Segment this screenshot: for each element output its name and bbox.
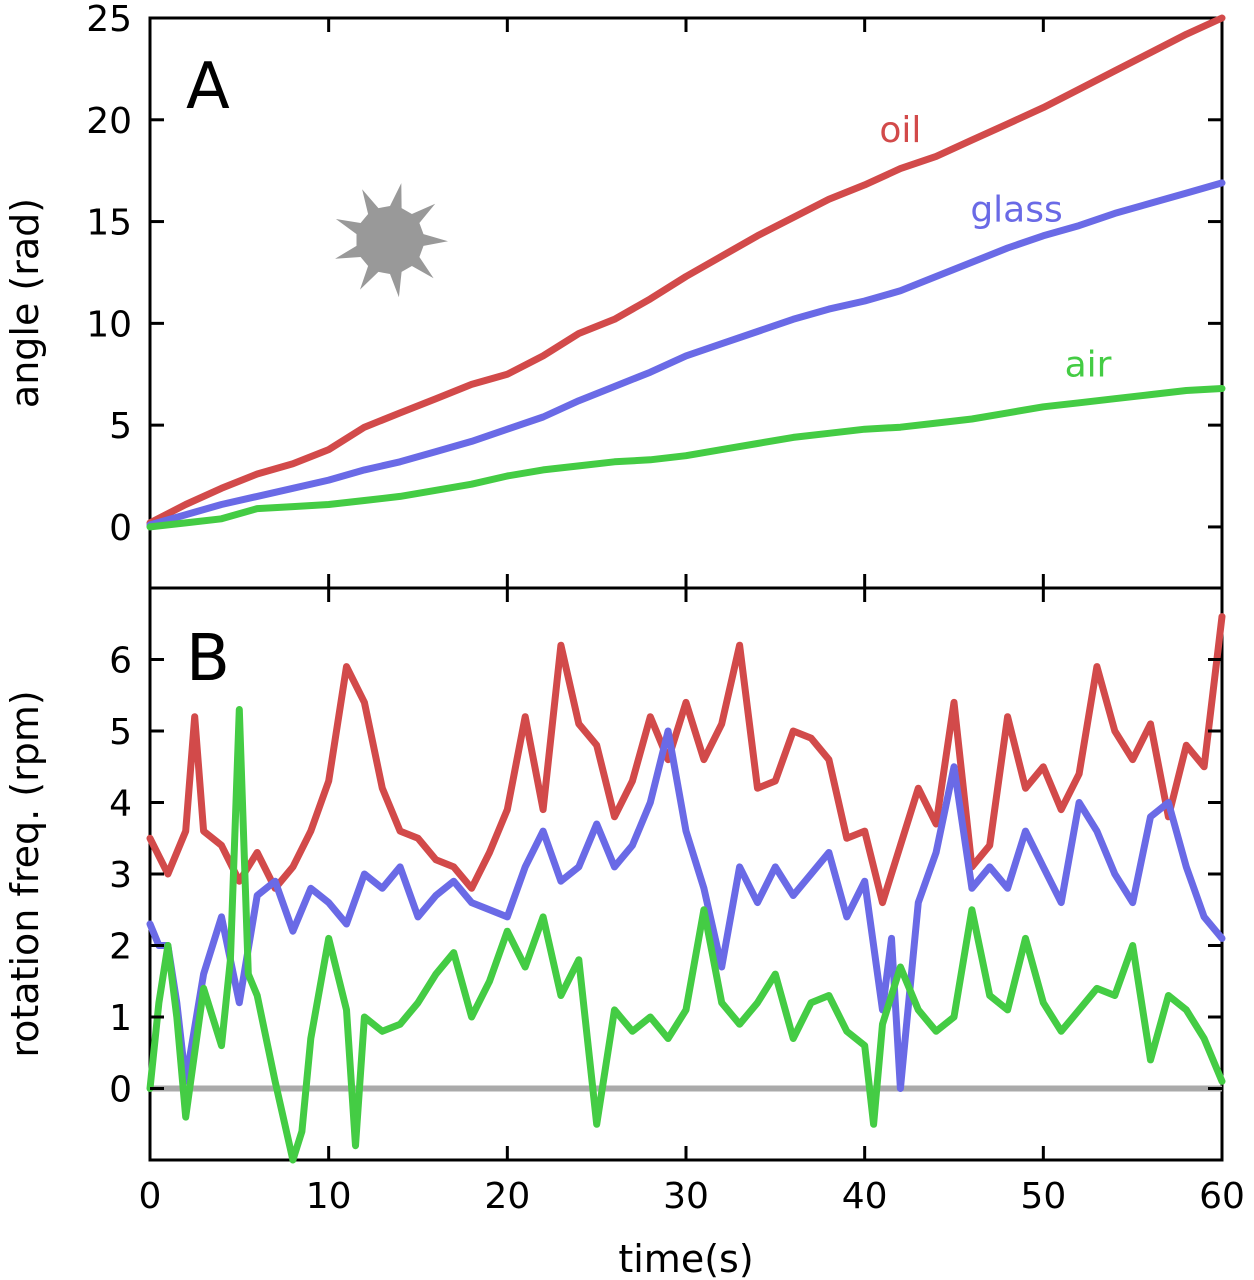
panel-a: A 0 5 10 15 20 25 oil glass air angle (rad) [3, 0, 1226, 590]
panel-a-label: A [186, 50, 230, 124]
panel-b-ticks: 0 1 2 3 4 5 6 [109, 588, 1224, 1160]
panel-b-y-tick-label: 3 [109, 855, 132, 896]
panel-a-y-tick-label: 5 [109, 406, 132, 447]
panel-b-y-tick-label: 2 [109, 927, 132, 968]
series-label-air: air [1065, 344, 1112, 385]
panel-a-y-tick-label: 0 [109, 508, 132, 549]
panel-b: 0 1 2 3 4 5 6 B rotation freq. (rpm) [3, 586, 1226, 1164]
series-label-oil: oil [879, 110, 921, 151]
x-tick-label: 30 [663, 1176, 709, 1217]
gear-star-shape [335, 183, 448, 298]
x-tick-label: 10 [306, 1176, 352, 1217]
panel-b-series [146, 613, 1226, 1164]
x-tick-label: 40 [842, 1176, 888, 1217]
panel-a-series-oil [146, 14, 1226, 527]
panel-b-y-tick-label: 6 [109, 641, 132, 682]
panel-b-series-oil [146, 613, 1226, 907]
panel-a-y-tick-label: 20 [86, 101, 132, 142]
panel-b-series-air [146, 706, 1226, 1164]
panel-a-series [146, 14, 1226, 531]
panel-a-series-labels: oil glass air [879, 110, 1111, 385]
panel-a-ticks: 0 5 10 15 20 25 [86, 0, 1224, 588]
panel-a-y-tick-label: 10 [86, 304, 132, 345]
panel-b-y-tick-label: 4 [109, 784, 132, 825]
x-tick-label: 50 [1020, 1176, 1066, 1217]
gear-star-icon [335, 183, 448, 298]
panel-b-y-tick-label: 0 [109, 1070, 132, 1111]
x-axis-title: time(s) [618, 1237, 753, 1280]
panel-b-series-glass [146, 727, 1226, 1092]
panel-a-y-axis-title: angle (rad) [3, 198, 47, 408]
x-tick-labels: 0 10 20 30 40 50 60 [139, 1176, 1245, 1217]
series-label-glass: glass [970, 190, 1062, 231]
panel-a-y-tick-label: 15 [86, 203, 132, 244]
x-tick-label: 0 [139, 1176, 162, 1217]
x-tick-label: 20 [484, 1176, 530, 1217]
panel-b-y-axis-title: rotation freq. (rpm) [3, 690, 47, 1057]
panel-a-series-glass [146, 179, 1226, 529]
panel-a-y-tick-label: 25 [86, 0, 132, 40]
panel-b-label: B [186, 622, 230, 696]
panel-a-series-air [146, 385, 1226, 531]
panel-b-y-tick-label: 1 [109, 998, 132, 1039]
panel-b-y-tick-label: 5 [109, 712, 132, 753]
x-tick-label: 60 [1199, 1176, 1245, 1217]
